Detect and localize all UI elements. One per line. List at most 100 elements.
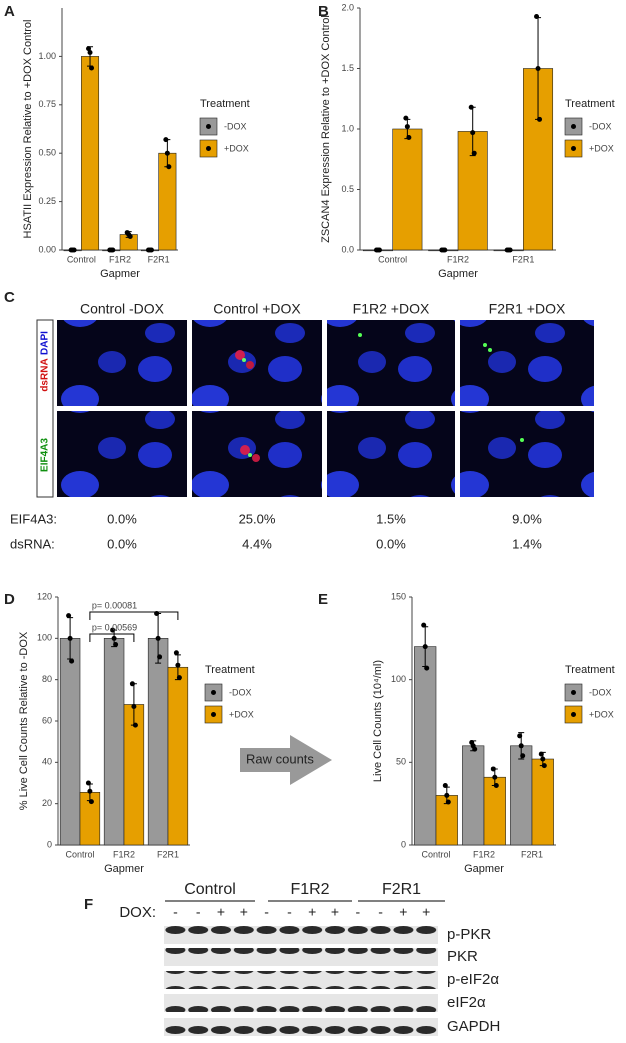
percentage: 1.5% (376, 511, 406, 526)
band-label: eIF2α (447, 994, 486, 1011)
data-point (176, 675, 182, 681)
data-point (518, 743, 524, 749)
data-point (132, 722, 138, 728)
y-tick-label: 80 (42, 674, 52, 684)
legend-dot (206, 146, 211, 151)
data-point (113, 642, 119, 648)
y-tick-label: 0 (47, 839, 52, 849)
data-point (110, 247, 116, 253)
percentage: 0.0% (107, 511, 137, 526)
x-tick-label: Control (65, 849, 94, 859)
data-point (492, 774, 498, 780)
dox-sign: + (217, 904, 225, 920)
percentage: 9.0% (512, 511, 542, 526)
panel-label: B (318, 3, 329, 20)
bar (510, 745, 533, 846)
data-point (471, 150, 477, 156)
band-label: GAPDH (447, 1018, 500, 1035)
y-tick-label: 40 (42, 757, 52, 767)
data-point (166, 164, 172, 170)
y-tick-label: 0.00 (38, 244, 56, 254)
bar (531, 758, 554, 846)
data-point (444, 792, 450, 798)
data-point (403, 115, 409, 121)
y-tick-label: 100 (391, 674, 406, 684)
legend-dot (211, 690, 216, 695)
y-tick-label: 0.25 (38, 196, 56, 206)
legend-dot (571, 712, 576, 717)
data-point (67, 635, 73, 641)
data-point (89, 65, 95, 71)
group-label: F2R1 (382, 881, 421, 898)
data-point (442, 247, 448, 253)
bar (392, 128, 423, 251)
data-point (129, 681, 135, 687)
data-point (376, 247, 382, 253)
y-tick-label: 0.0 (341, 244, 354, 254)
column-header: Control -DOX (80, 301, 165, 317)
data-point (468, 104, 474, 110)
group-label: F1R2 (290, 881, 329, 898)
data-point (164, 150, 170, 156)
y-tick-label: 0 (401, 839, 406, 849)
panel-label: A (4, 3, 15, 20)
y-tick-label: 0.50 (38, 148, 56, 158)
x-axis-label: Gapmer (104, 863, 144, 875)
y-tick-label: 20 (42, 798, 52, 808)
legend-label: -DOX (224, 121, 247, 131)
data-point (87, 50, 93, 56)
dox-sign: - (173, 904, 178, 920)
x-tick-label: F2R1 (148, 254, 170, 264)
column-header: F2R1 +DOX (489, 301, 566, 317)
data-point (148, 247, 154, 253)
legend-dot (571, 146, 576, 151)
y-tick-label: 60 (42, 715, 52, 725)
percentage: 0.0% (107, 536, 137, 551)
legend-label: -DOX (589, 687, 612, 697)
dox-sign: - (378, 904, 383, 920)
data-point (88, 799, 94, 805)
dox-sign: - (196, 904, 201, 920)
panel-label: F (84, 896, 93, 913)
y-tick-label: 0.75 (38, 99, 56, 109)
legend-label: -DOX (589, 121, 612, 131)
bar (81, 56, 100, 251)
legend-title: Treatment (565, 98, 615, 110)
data-point (71, 247, 77, 253)
bar (103, 638, 125, 846)
column-header: Control +DOX (213, 301, 301, 317)
x-tick-label: F1R2 (113, 849, 135, 859)
significance-bracket (89, 611, 179, 620)
arrow-label: Raw counts (246, 751, 314, 766)
band-label: p-PKR (447, 926, 491, 943)
x-axis-label: Gapmer (464, 863, 504, 875)
data-point (472, 746, 478, 752)
data-point (534, 13, 540, 19)
percentage: 25.0% (239, 511, 276, 526)
data-point (541, 763, 547, 769)
panel-label: E (318, 591, 328, 608)
dox-label: DOX: (119, 904, 156, 921)
y-axis-label: ZSCAN4 Expression Relative to +DOX Contr… (320, 15, 332, 243)
bar (167, 666, 189, 846)
legend-dot (571, 690, 576, 695)
group-label: Control (184, 881, 236, 898)
data-point (537, 116, 543, 122)
bar (414, 646, 437, 846)
row-label: dsRNA: (10, 536, 55, 551)
data-point (445, 799, 451, 805)
bar (462, 745, 485, 846)
data-point (131, 704, 137, 710)
data-point (69, 658, 75, 664)
dox-sign: + (422, 904, 430, 920)
panel-label: D (4, 591, 15, 608)
data-point (175, 662, 181, 668)
panel-label: C (4, 289, 15, 306)
legend-title: Treatment (205, 664, 255, 676)
data-point (66, 613, 72, 619)
data-point (127, 233, 133, 239)
x-tick-label: F2R1 (521, 849, 543, 859)
data-point (422, 644, 428, 650)
x-tick-label: Control (378, 254, 407, 264)
